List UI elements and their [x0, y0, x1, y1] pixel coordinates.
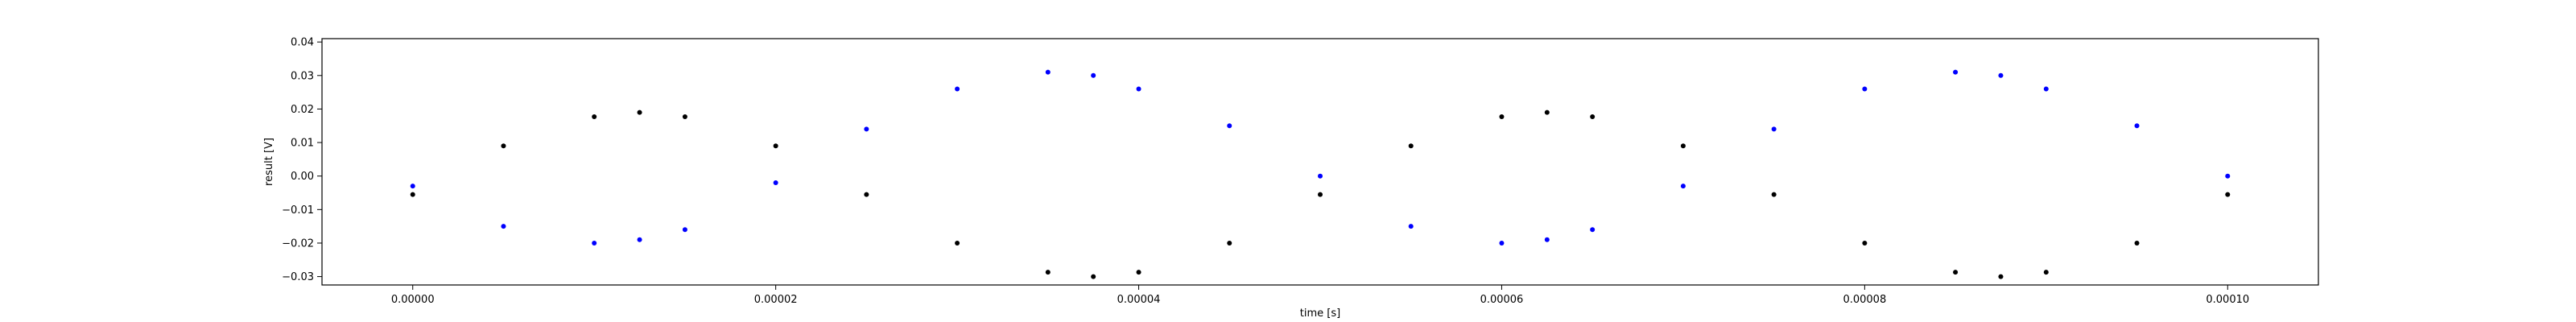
x-tick-label: 0.00010 [2206, 294, 2249, 306]
series-2-point [1499, 240, 1505, 246]
series-2-point [1953, 69, 1959, 75]
y-tick-label: 0.02 [291, 104, 314, 116]
series-1-point [410, 192, 415, 197]
series-1-point [1136, 270, 1141, 275]
series-1-point [1680, 143, 1686, 149]
series-2-point [1998, 72, 2004, 78]
series-2-point [955, 86, 960, 92]
series-2-point [1227, 123, 1232, 129]
series-2-point [1590, 227, 1596, 233]
y-tick-label: −0.01 [282, 204, 314, 217]
series-2-point [773, 180, 778, 186]
series-1-point [1318, 192, 1323, 197]
x-axis: 0.00000 0.00002 0.00004 0.00006 0.00008 0.000… [391, 285, 2249, 306]
series-1-point [1045, 270, 1051, 275]
series-1-point [1771, 192, 1777, 197]
series-2-point [501, 224, 506, 229]
y-tick-label: 0.01 [291, 138, 314, 150]
series-2-point [1318, 173, 1323, 179]
series-1-point [592, 114, 597, 120]
series-2-point [637, 237, 642, 242]
series-2-point [1408, 224, 1414, 229]
series-2-point [1771, 126, 1777, 132]
series-2-point [592, 240, 597, 246]
series-2-point [410, 184, 415, 189]
series-2-point [2225, 173, 2231, 179]
series-1-point [1091, 274, 1096, 279]
series-1-point [1953, 270, 1959, 275]
series-1-point [1998, 274, 2004, 279]
y-tick-label: −0.03 [282, 271, 314, 283]
x-tick-label: 0.00006 [1480, 294, 1524, 306]
x-tick-label: 0.00004 [1117, 294, 1161, 306]
series-1-point [955, 240, 960, 246]
series-2-point [1045, 69, 1051, 75]
y-tick-label: 0.03 [291, 70, 314, 82]
x-tick-label: 0.00002 [754, 294, 798, 306]
series-1-point [637, 109, 642, 115]
y-tick-label: −0.02 [282, 237, 314, 250]
series-1-point [1544, 109, 1550, 115]
series-1-point [1499, 114, 1505, 120]
y-tick-label: 0.00 [291, 171, 314, 183]
y-axis: −0.03 −0.02 −0.01 0.00 0.01 0.02 0.03 0.04 [282, 37, 322, 283]
x-tick-label: 0.00008 [1843, 294, 1886, 306]
series-1-point [1227, 240, 1232, 246]
series-2-point [1544, 237, 1550, 242]
series-2-point [2043, 86, 2049, 92]
series-1-point [864, 192, 869, 197]
y-axis-label: result [V] [263, 138, 275, 186]
series-1-point [2043, 270, 2049, 275]
series-1-point [2134, 240, 2140, 246]
series-2-point [1091, 72, 1096, 78]
series-1-point [501, 143, 506, 149]
x-axis-label: time [s] [1300, 308, 1340, 320]
series-1-point [773, 143, 778, 149]
series-1-point [1862, 240, 1868, 246]
series-2-point [864, 126, 869, 132]
series-1-point [1590, 114, 1596, 120]
plot-marks [410, 69, 2231, 279]
series-2-point [1680, 184, 1686, 189]
series-2-point [2134, 123, 2140, 129]
series-2 [410, 69, 2231, 246]
series-1 [410, 109, 2231, 279]
series-1-point [2225, 192, 2231, 197]
series-2-point [682, 227, 687, 233]
series-2-point [1136, 86, 1141, 92]
series-2-point [1862, 86, 1868, 92]
y-tick-label: 0.04 [291, 37, 314, 49]
series-1-point [682, 114, 687, 120]
series-1-point [1408, 143, 1414, 149]
x-tick-label: 0.00000 [391, 294, 435, 306]
plot-frame [321, 38, 2319, 286]
